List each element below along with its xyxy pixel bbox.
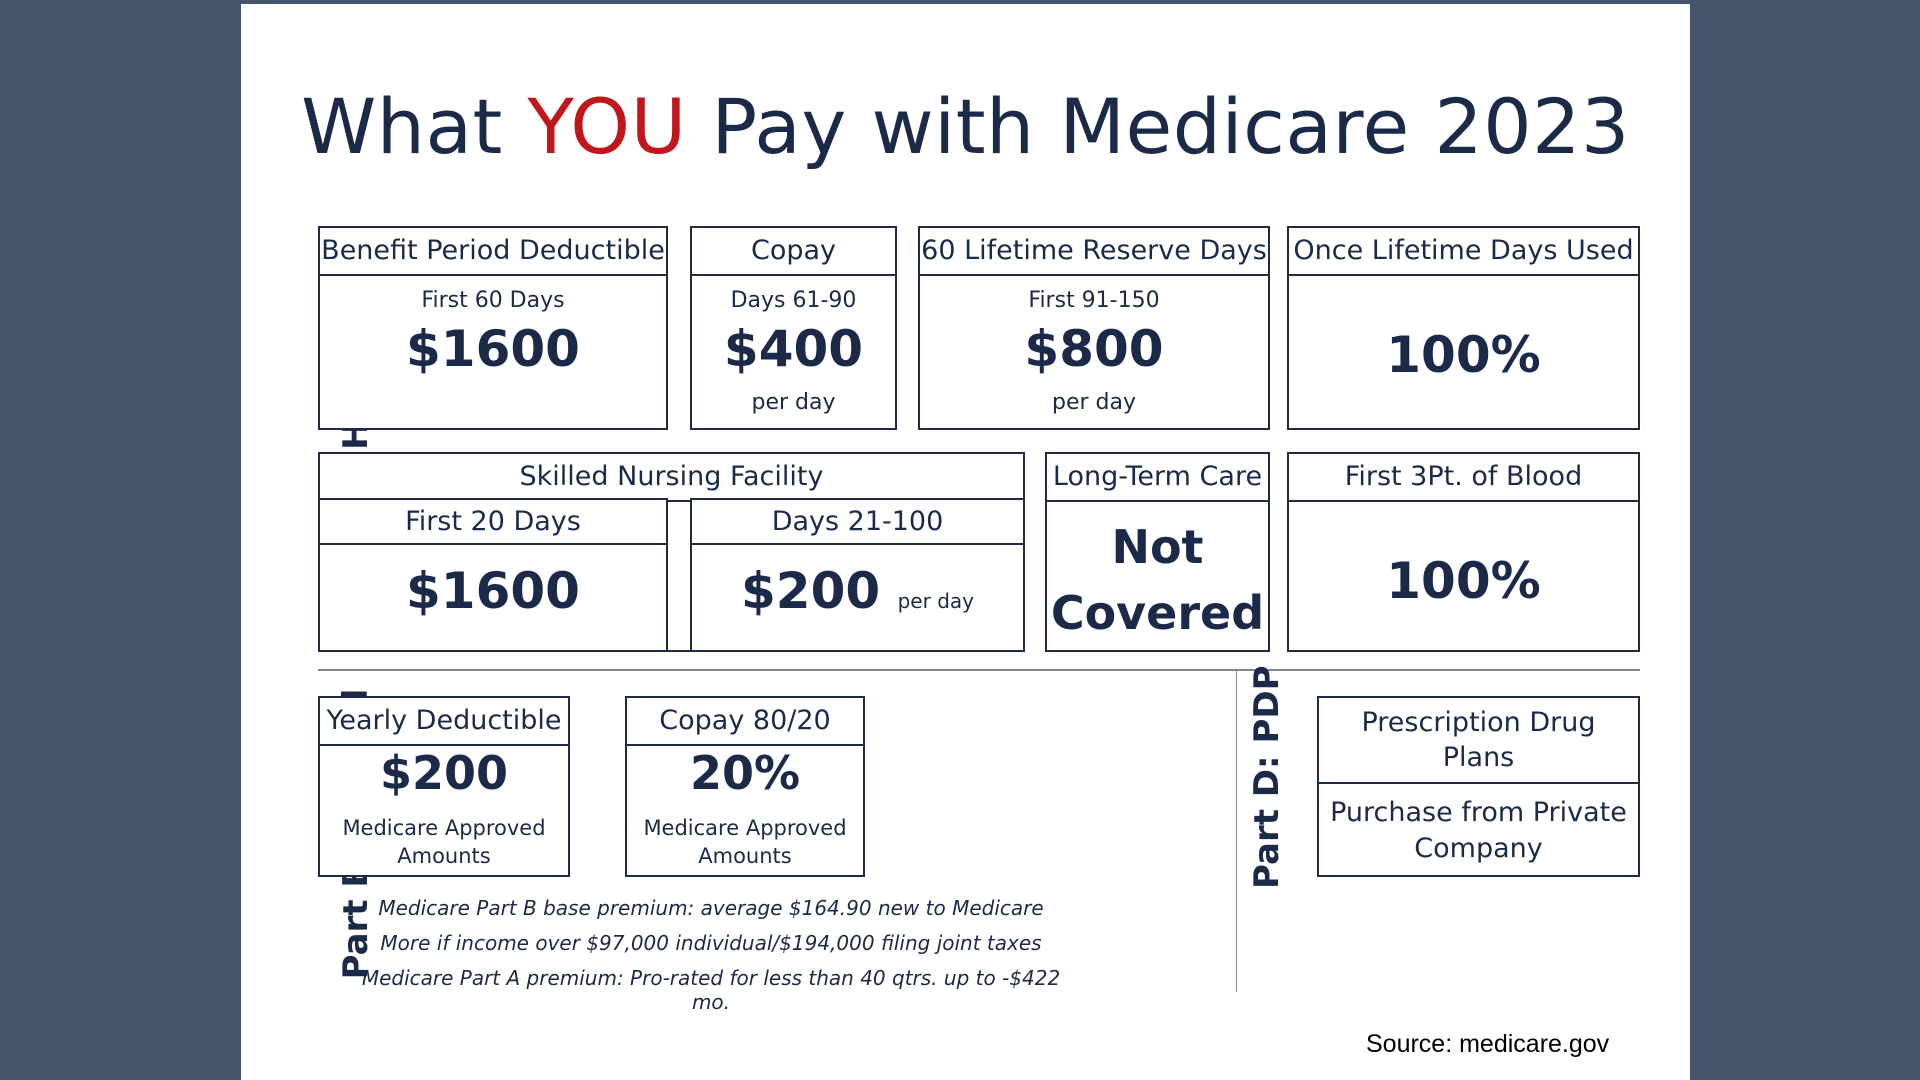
source-label: Source: [1366, 1030, 1460, 1058]
reserve-box: 60 Lifetime Reserve Days First 91-150 $8… [918, 226, 1270, 430]
reserve-sub: First 91-150 [1028, 288, 1160, 313]
snf-second-box: Days 21-100 $200 per day [690, 498, 1025, 652]
snf-first-amount: $1600 [406, 562, 580, 620]
premium-note-2: More if income over $97,000 individual/$… [380, 931, 1042, 955]
once-used-amount: 100% [1386, 326, 1541, 384]
ltc-line1: Not [1111, 520, 1204, 574]
section-divider [318, 669, 1640, 671]
reserve-unit: per day [1051, 390, 1136, 415]
part-d-plans-line1: Prescription Drug [1361, 706, 1596, 738]
premium-note-1: Medicare Part B base premium: average $1… [378, 896, 1044, 920]
part-b-copay-note1: Medicare Approved [643, 816, 847, 840]
snf-second-unit: per day [897, 589, 974, 613]
reserve-header: 60 Lifetime Reserve Days [920, 228, 1268, 276]
part-d-divider [1236, 670, 1237, 992]
copay-header: Copay [692, 228, 895, 276]
part-d-box: Prescription Drug Plans Purchase from Pr… [1317, 696, 1640, 877]
snf-second-header: Days 21-100 [692, 500, 1023, 545]
part-d-purchase-line1: Purchase from Private [1330, 797, 1627, 829]
copay-unit: per day [751, 390, 836, 415]
deductible-amount: $1600 [406, 320, 580, 378]
ltc-header: Long-Term Care [1047, 454, 1268, 502]
deductible-box: Benefit Period Deductible First 60 Days … [318, 226, 668, 430]
copay-box: Copay Days 61-90 $400 per day [690, 226, 897, 430]
slide: What YOU Pay with Medicare 2023 Part A: … [241, 4, 1690, 1080]
copay-amount: $400 [723, 320, 864, 378]
premium-note-3: Medicare Part A premium: Pro-rated for l… [361, 966, 1061, 1014]
copay-sub: Days 61-90 [730, 288, 857, 313]
part-d-plans: Prescription Drug Plans [1319, 698, 1638, 784]
part-d-purchase-line2: Company [1414, 832, 1543, 864]
part-b-deductible-box: Yearly Deductible $200 Medicare Approved… [318, 696, 570, 877]
reserve-amount: $800 [1024, 320, 1164, 378]
page-title: What YOU Pay with Medicare 2023 [241, 82, 1690, 171]
snf-first-header: First 20 Days [320, 500, 666, 545]
ltc-line2: Covered [1050, 586, 1265, 640]
part-b-deductible-amount: $200 [379, 746, 509, 800]
part-b-copay-header: Copay 80/20 [627, 698, 863, 746]
blood-amount: 100% [1386, 552, 1541, 610]
blood-header: First 3Pt. of Blood [1289, 454, 1638, 502]
snf-second-amount: $200 [741, 562, 881, 620]
title-part2: Pay with Medicare 2023 [686, 82, 1630, 171]
part-d-plans-line2: Plans [1442, 742, 1515, 773]
source-credit: Source: medicare.gov [1366, 1030, 1609, 1059]
source-link[interactable]: medicare.gov [1459, 1030, 1610, 1058]
blood-box: First 3Pt. of Blood 100% [1287, 452, 1640, 652]
deductible-header: Benefit Period Deductible [320, 228, 666, 276]
part-b-copay-box: Copay 80/20 20% Medicare Approved Amount… [625, 696, 865, 877]
part-d-purchase: Purchase from Private Company [1319, 784, 1638, 877]
snf-second-value: $200 per day [692, 562, 1023, 620]
part-b-copay-note2: Amounts [698, 844, 792, 868]
snf-first-box: First 20 Days $1600 [318, 498, 668, 652]
part-b-deductible-note1: Medicare Approved [342, 816, 546, 840]
snf-header: Skilled Nursing Facility [320, 454, 1023, 502]
part-b-deductible-header: Yearly Deductible [320, 698, 568, 746]
part-b-deductible-note2: Amounts [397, 844, 491, 868]
title-part1: What [301, 82, 528, 171]
once-used-box: Once Lifetime Days Used 100% [1287, 226, 1640, 430]
ltc-box: Long-Term Care Not Covered [1045, 452, 1270, 652]
part-b-copay-amount: 20% [689, 746, 801, 800]
once-used-header: Once Lifetime Days Used [1289, 228, 1638, 276]
deductible-sub: First 60 Days [421, 288, 565, 313]
part-d-label: Part D: PDP [1247, 665, 1287, 889]
title-highlight: YOU [527, 82, 687, 171]
